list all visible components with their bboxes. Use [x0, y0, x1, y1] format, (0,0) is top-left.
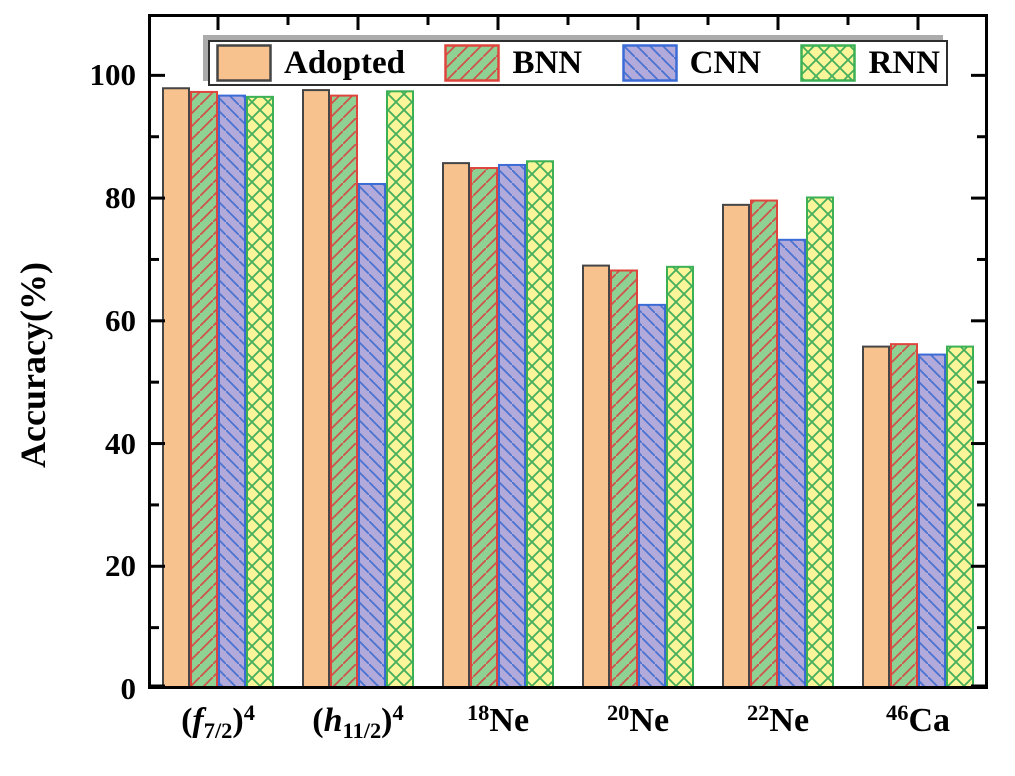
bar-rnn-4 — [806, 196, 834, 689]
legend-swatch-adopted — [216, 44, 272, 82]
x-tick-label-2: 18Ne — [466, 700, 530, 740]
y-tick-label-80: 80 — [105, 180, 136, 216]
bar-rnn-1 — [386, 90, 414, 689]
bar-cnn-5 — [918, 353, 946, 689]
ticks-layer — [151, 17, 985, 688]
bar-rnn-3 — [666, 265, 694, 689]
y-tick-label-20: 20 — [105, 548, 136, 584]
y-tick-label-60: 60 — [105, 302, 136, 338]
legend-swatch-bnn — [444, 44, 501, 82]
y-tick-label-100: 100 — [89, 57, 137, 93]
bar-cnn-3 — [638, 303, 666, 689]
bar-cnn-0 — [218, 94, 246, 689]
legend-label-rnn: RNN — [868, 44, 940, 81]
legend-swatch-cnn — [621, 44, 678, 82]
bar-adopted-4 — [722, 203, 750, 689]
x-tick-label-5: 46Ca — [886, 700, 950, 740]
y-tick-label-40: 40 — [105, 425, 136, 461]
bar-cnn-2 — [498, 163, 526, 689]
x-tick-label-0: (f7/2)4 — [181, 700, 255, 743]
bar-rnn-0 — [246, 95, 274, 689]
bar-rnn-2 — [526, 160, 554, 689]
bar-rnn-5 — [946, 345, 974, 689]
x-tick-label-4: 22Ne — [746, 700, 810, 740]
bar-cnn-1 — [358, 182, 386, 689]
bar-adopted-0 — [162, 87, 190, 689]
bar-bnn-4 — [750, 199, 778, 689]
x-tick-label-1: (h11/2)4 — [312, 700, 404, 743]
legend-label-adopted: Adopted — [284, 44, 406, 81]
legend-swatch-rnn — [800, 44, 857, 82]
bar-bnn-0 — [190, 90, 218, 689]
plot-area — [148, 14, 988, 689]
bar-bnn-1 — [330, 94, 358, 689]
legend-item-cnn: CNN — [621, 44, 762, 82]
bar-adopted-1 — [302, 89, 330, 689]
y-tick-label-0: 0 — [120, 671, 137, 706]
x-tick-label-3: 20Ne — [606, 700, 670, 740]
bar-adopted-5 — [862, 345, 890, 689]
bar-adopted-3 — [582, 264, 610, 689]
bar-bnn-3 — [610, 269, 638, 689]
bar-cnn-4 — [778, 238, 806, 689]
legend: Adopted BNN CNN RNN — [208, 40, 948, 86]
bar-bnn-5 — [890, 343, 918, 689]
bar-bnn-2 — [470, 167, 498, 689]
legend-label-bnn: BNN — [512, 44, 583, 81]
bars-layer — [162, 87, 974, 689]
bar-adopted-2 — [442, 162, 470, 689]
legend-label-cnn: CNN — [689, 44, 762, 81]
plot-frame — [148, 14, 988, 689]
axis-frame — [148, 14, 988, 689]
legend-item-adopted: Adopted — [216, 44, 405, 82]
legend-item-rnn: RNN — [800, 44, 940, 82]
legend-item-bnn: BNN — [444, 44, 582, 82]
